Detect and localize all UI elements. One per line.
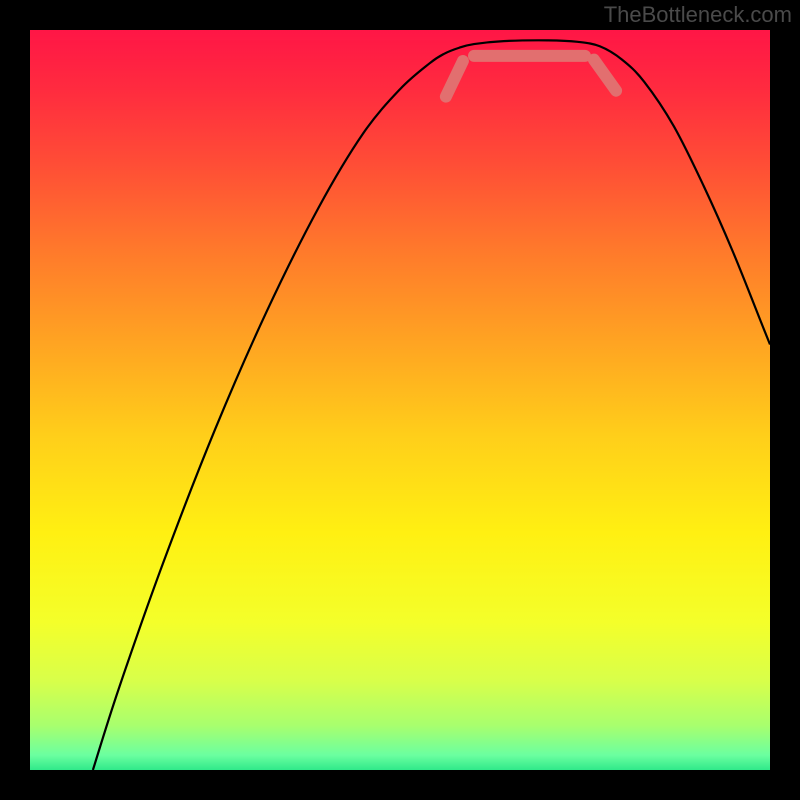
watermark-text: TheBottleneck.com [604,2,792,28]
gradient-background [30,30,770,770]
chart-canvas [30,30,770,770]
bottleneck-chart [30,30,770,770]
